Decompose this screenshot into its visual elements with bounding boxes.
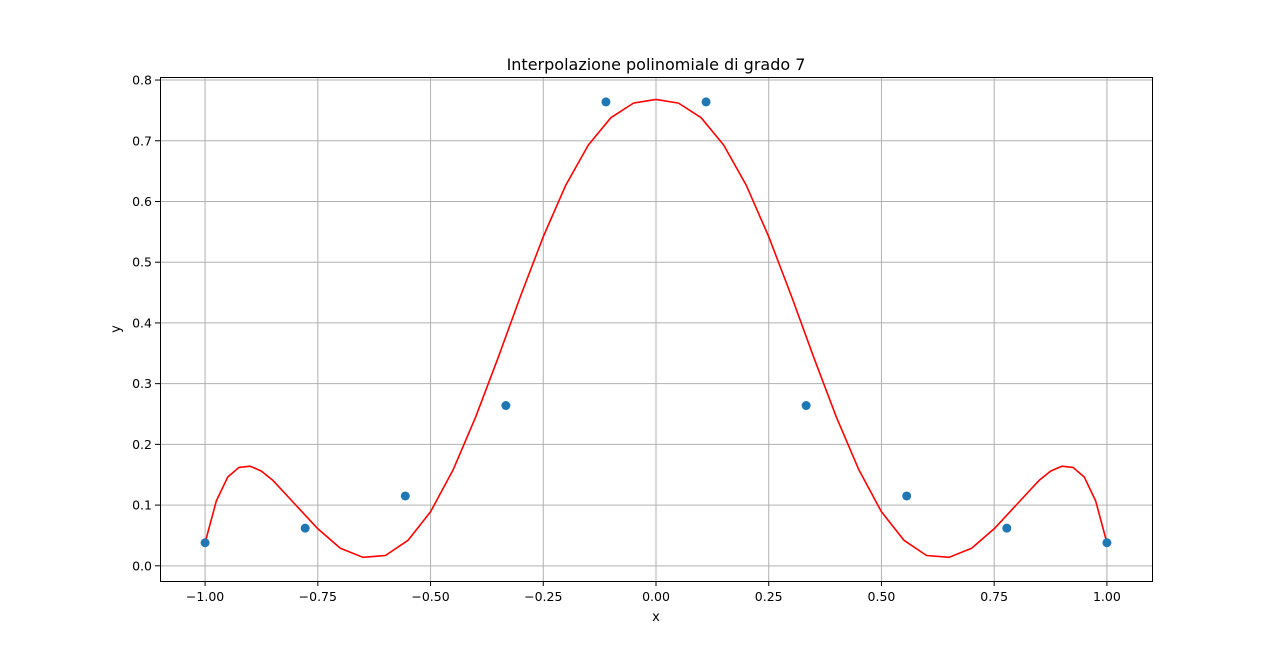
y-axis: 0.0 0.1 0.2 0.3 0.4 0.5 0.6 0.7 0.8 — [132, 73, 160, 573]
data-point — [200, 538, 210, 548]
x-tick-label: 0.25 — [755, 589, 783, 604]
data-point — [601, 97, 611, 107]
data-point — [400, 491, 410, 501]
y-tick-label: 0.3 — [132, 376, 152, 391]
line-series — [204, 98, 1108, 559]
x-tick-label: 0.50 — [868, 589, 896, 604]
interpolation-line — [204, 98, 1108, 559]
y-axis-label: y — [109, 325, 124, 333]
data-point — [1002, 523, 1012, 533]
chart-title: Interpolazione polinomiale di grado 7 — [507, 55, 806, 74]
scatter-series — [200, 97, 1112, 548]
y-tick-label: 0.5 — [132, 255, 152, 270]
data-point — [501, 401, 511, 411]
y-tick-label: 0.2 — [132, 437, 152, 452]
y-tick-label: 0.1 — [132, 498, 152, 513]
data-point — [902, 491, 912, 501]
x-tick-label: −0.75 — [299, 589, 337, 604]
x-axis-label: x — [652, 610, 660, 625]
x-tick-label: −0.50 — [411, 589, 449, 604]
data-point — [801, 401, 811, 411]
data-point — [1102, 538, 1112, 548]
y-tick-label: 0.7 — [132, 133, 152, 148]
data-point — [701, 97, 711, 107]
x-tick-label: 1.00 — [1093, 589, 1121, 604]
y-tick-label: 0.8 — [132, 73, 152, 88]
data-point — [300, 523, 310, 533]
x-tick-label: 0.75 — [980, 589, 1008, 604]
x-tick-label: −1.00 — [186, 589, 224, 604]
y-tick-label: 0.4 — [132, 315, 152, 330]
x-tick-label: −0.25 — [524, 589, 562, 604]
y-tick-label: 0.0 — [132, 558, 152, 573]
grid — [160, 77, 1152, 581]
y-tick-label: 0.6 — [132, 194, 152, 209]
x-tick-label: 0.00 — [642, 589, 670, 604]
x-axis: −1.00 −0.75 −0.50 −0.25 0.00 0.25 0.50 0.75 1.00 — [186, 581, 1121, 604]
